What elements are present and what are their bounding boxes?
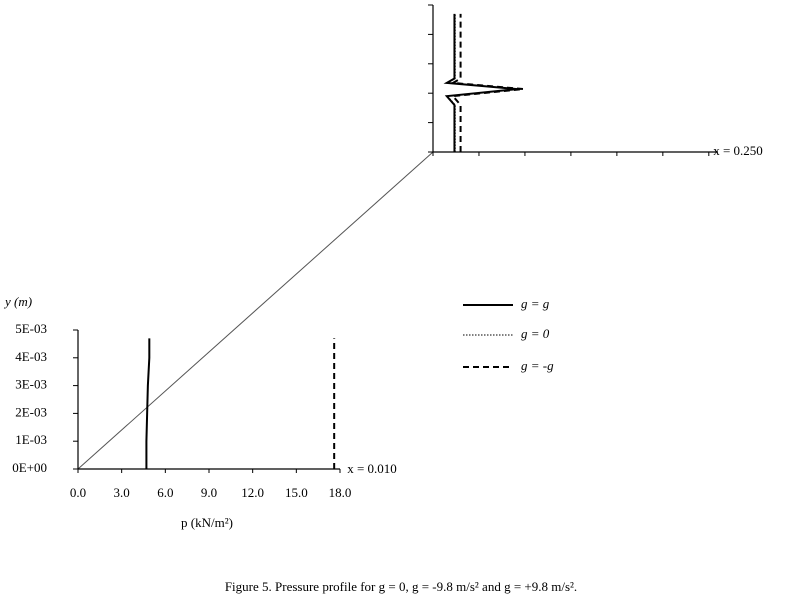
x-tick-label: 6.0 xyxy=(157,485,173,500)
y-tick-label: 4E-03 xyxy=(15,349,47,364)
y-axis-label: y (m) xyxy=(3,294,32,309)
series-line xyxy=(145,338,150,469)
legend-label: g = g xyxy=(521,296,550,311)
annotation: x = 0.250 xyxy=(713,143,763,158)
x-tick-label: 18.0 xyxy=(329,485,352,500)
y-tick-label: 2E-03 xyxy=(15,404,47,419)
legend-label: g = -g xyxy=(521,358,554,373)
y-tick-label: 3E-03 xyxy=(15,377,47,392)
x-axis-label: p (kN/m²) xyxy=(181,515,233,530)
x-tick-label: 12.0 xyxy=(241,485,264,500)
x-tick-label: 9.0 xyxy=(201,485,217,500)
connector-line xyxy=(77,151,434,470)
y-tick-label: 0E+00 xyxy=(12,460,47,475)
x-tick-label: 0.0 xyxy=(70,485,86,500)
annotation: x = 0.010 xyxy=(347,461,397,476)
y-tick-label: 1E-03 xyxy=(15,432,47,447)
legend-label: g = 0 xyxy=(521,326,550,341)
y-tick-label: 5E-03 xyxy=(15,321,47,336)
series-line xyxy=(449,13,524,152)
x-tick-label: 15.0 xyxy=(285,485,308,500)
caption: Figure 5. Pressure profile for g = 0, g … xyxy=(225,579,577,594)
x-tick-label: 3.0 xyxy=(114,485,130,500)
